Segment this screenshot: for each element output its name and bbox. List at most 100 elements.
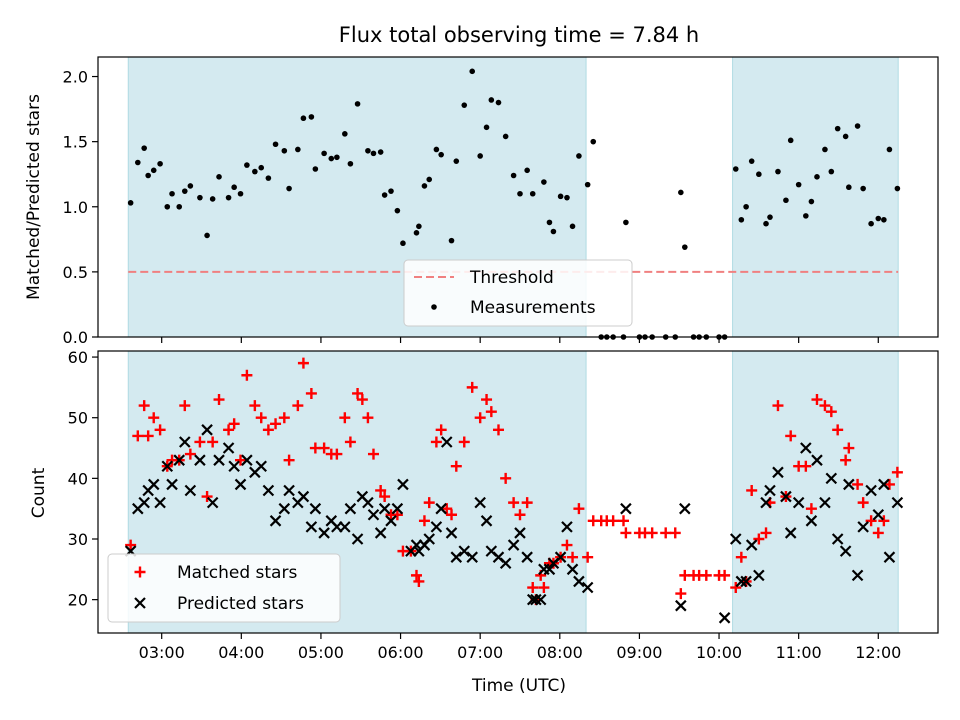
data-point <box>530 593 542 606</box>
data-point <box>305 387 317 399</box>
data-point <box>566 563 579 576</box>
data-point <box>891 466 903 478</box>
data-point <box>730 582 742 594</box>
data-point <box>297 490 310 503</box>
x-tick-label: 08:00 <box>537 643 583 662</box>
data-point <box>318 527 330 539</box>
data-point <box>760 527 772 539</box>
data-point <box>735 575 748 588</box>
data-point <box>466 551 478 563</box>
data-point <box>474 412 486 424</box>
data-point <box>309 502 322 515</box>
y-tick-label: 40 <box>68 469 88 488</box>
data-point <box>883 551 896 563</box>
data-point <box>851 569 864 582</box>
data-point <box>375 484 387 496</box>
data-point <box>391 502 404 515</box>
legend-measurements-label: Measurements <box>470 298 596 318</box>
data-point <box>554 551 567 563</box>
data-point <box>748 158 755 164</box>
data-point <box>527 582 539 594</box>
data-point <box>886 146 893 153</box>
data-point <box>150 167 157 174</box>
data-point <box>780 490 792 503</box>
data-point <box>344 436 356 448</box>
data-point <box>675 588 687 600</box>
data-point <box>421 183 428 189</box>
data-point <box>883 478 895 490</box>
data-point <box>620 502 632 515</box>
data-point <box>400 240 406 247</box>
data-point <box>397 478 409 491</box>
data-point <box>878 478 890 491</box>
data-point <box>743 203 749 210</box>
data-point <box>216 174 222 180</box>
data-point <box>868 220 874 227</box>
data-point <box>620 527 632 539</box>
y-tick-label: 1.0 <box>63 198 88 217</box>
data-point <box>213 394 225 406</box>
data-point <box>416 223 422 230</box>
data-point <box>207 436 219 448</box>
data-point <box>450 551 463 563</box>
y-tick-label: 1.5 <box>63 133 88 152</box>
data-point <box>787 137 794 144</box>
data-point <box>679 502 691 515</box>
data-point <box>843 478 855 491</box>
data-point <box>719 569 731 581</box>
data-point <box>483 124 490 131</box>
data-point <box>318 442 330 454</box>
legend-measurements-swatch <box>431 304 437 310</box>
data-point <box>450 460 462 472</box>
data-point <box>678 189 684 196</box>
data-point <box>854 123 861 129</box>
data-point <box>201 424 213 436</box>
data-point <box>502 133 509 140</box>
data-point <box>775 168 781 175</box>
data-point <box>147 478 160 491</box>
data-point <box>772 466 784 479</box>
data-point <box>448 237 455 244</box>
data-point <box>660 527 672 539</box>
data-point <box>249 400 261 412</box>
data-point <box>370 150 377 157</box>
data-point <box>541 179 547 185</box>
legend-box <box>107 553 341 623</box>
data-point <box>561 521 573 533</box>
x-tick-label: 04:00 <box>218 643 264 662</box>
data-point <box>811 454 823 466</box>
x-tick-label: 07:00 <box>457 643 503 662</box>
data-point <box>800 460 812 472</box>
data-point <box>148 412 160 424</box>
y-tick-label: 20 <box>68 591 88 610</box>
x-tick-label: 12:00 <box>855 643 901 662</box>
data-point <box>675 599 687 612</box>
ratio-x-ticks <box>161 337 879 343</box>
data-point <box>206 496 219 509</box>
data-point <box>413 575 425 587</box>
data-point <box>362 496 374 509</box>
data-point <box>843 442 855 454</box>
data-point <box>785 430 797 442</box>
data-point <box>222 442 235 454</box>
data-point <box>305 521 318 533</box>
data-point <box>344 502 357 515</box>
data-point <box>543 563 556 576</box>
data-point <box>881 216 887 223</box>
data-point <box>764 484 776 497</box>
x-tick-label: 09:00 <box>616 643 662 662</box>
data-point <box>145 172 151 179</box>
data-point <box>756 171 762 178</box>
data-point <box>241 454 253 466</box>
data-point <box>811 394 823 406</box>
data-point <box>495 99 502 106</box>
data-point <box>132 430 144 442</box>
data-point <box>828 168 835 175</box>
data-point <box>356 394 368 406</box>
data-point <box>385 515 397 527</box>
data-point <box>842 133 849 140</box>
data-point <box>474 496 486 509</box>
x-tick-label: 06:00 <box>378 643 424 662</box>
data-point <box>441 503 453 515</box>
data-point <box>795 181 802 188</box>
